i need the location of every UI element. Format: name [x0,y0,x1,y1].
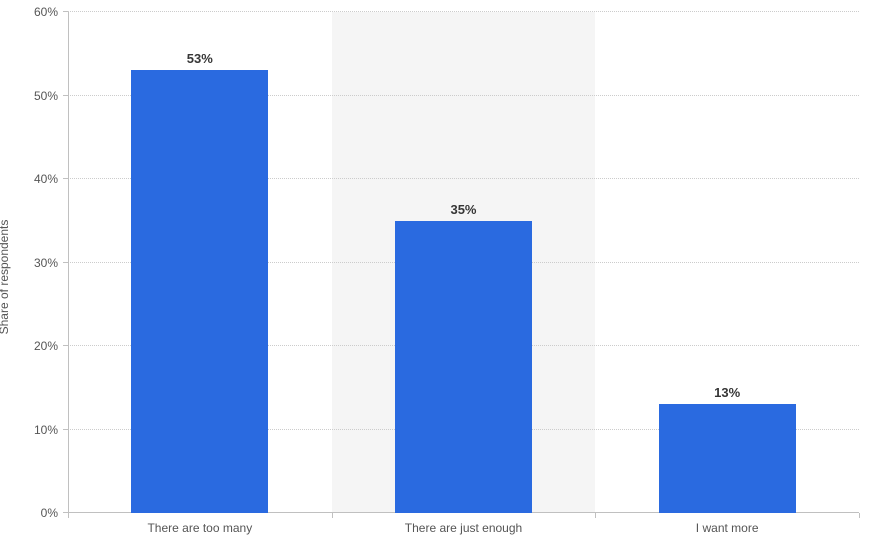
y-tick-label: 0% [41,506,68,520]
x-tick-mark [332,513,333,518]
bar: 53% [131,70,268,513]
y-tick-label: 20% [34,339,68,353]
bar-chart: Share of respondents 0%10%20%30%40%50%60… [0,0,877,553]
bar: 13% [659,404,796,513]
plot-area: 0%10%20%30%40%50%60%53%There are too man… [68,12,859,513]
x-tick-mark [68,513,69,518]
bar-value-label: 53% [187,51,213,70]
bar-value-label: 35% [450,202,476,221]
x-tick-mark [859,513,860,518]
y-tick-label: 50% [34,89,68,103]
y-tick-label: 10% [34,423,68,437]
bar-value-label: 13% [714,385,740,404]
y-axis [68,12,69,513]
x-category-label: I want more [696,513,759,535]
y-axis-title: Share of respondents [0,219,11,334]
bar: 35% [395,221,532,513]
y-tick-label: 30% [34,256,68,270]
x-tick-mark [595,513,596,518]
x-category-label: There are too many [147,513,252,535]
x-category-label: There are just enough [405,513,522,535]
y-tick-label: 40% [34,172,68,186]
y-tick-label: 60% [34,5,68,19]
gridline [68,11,859,12]
